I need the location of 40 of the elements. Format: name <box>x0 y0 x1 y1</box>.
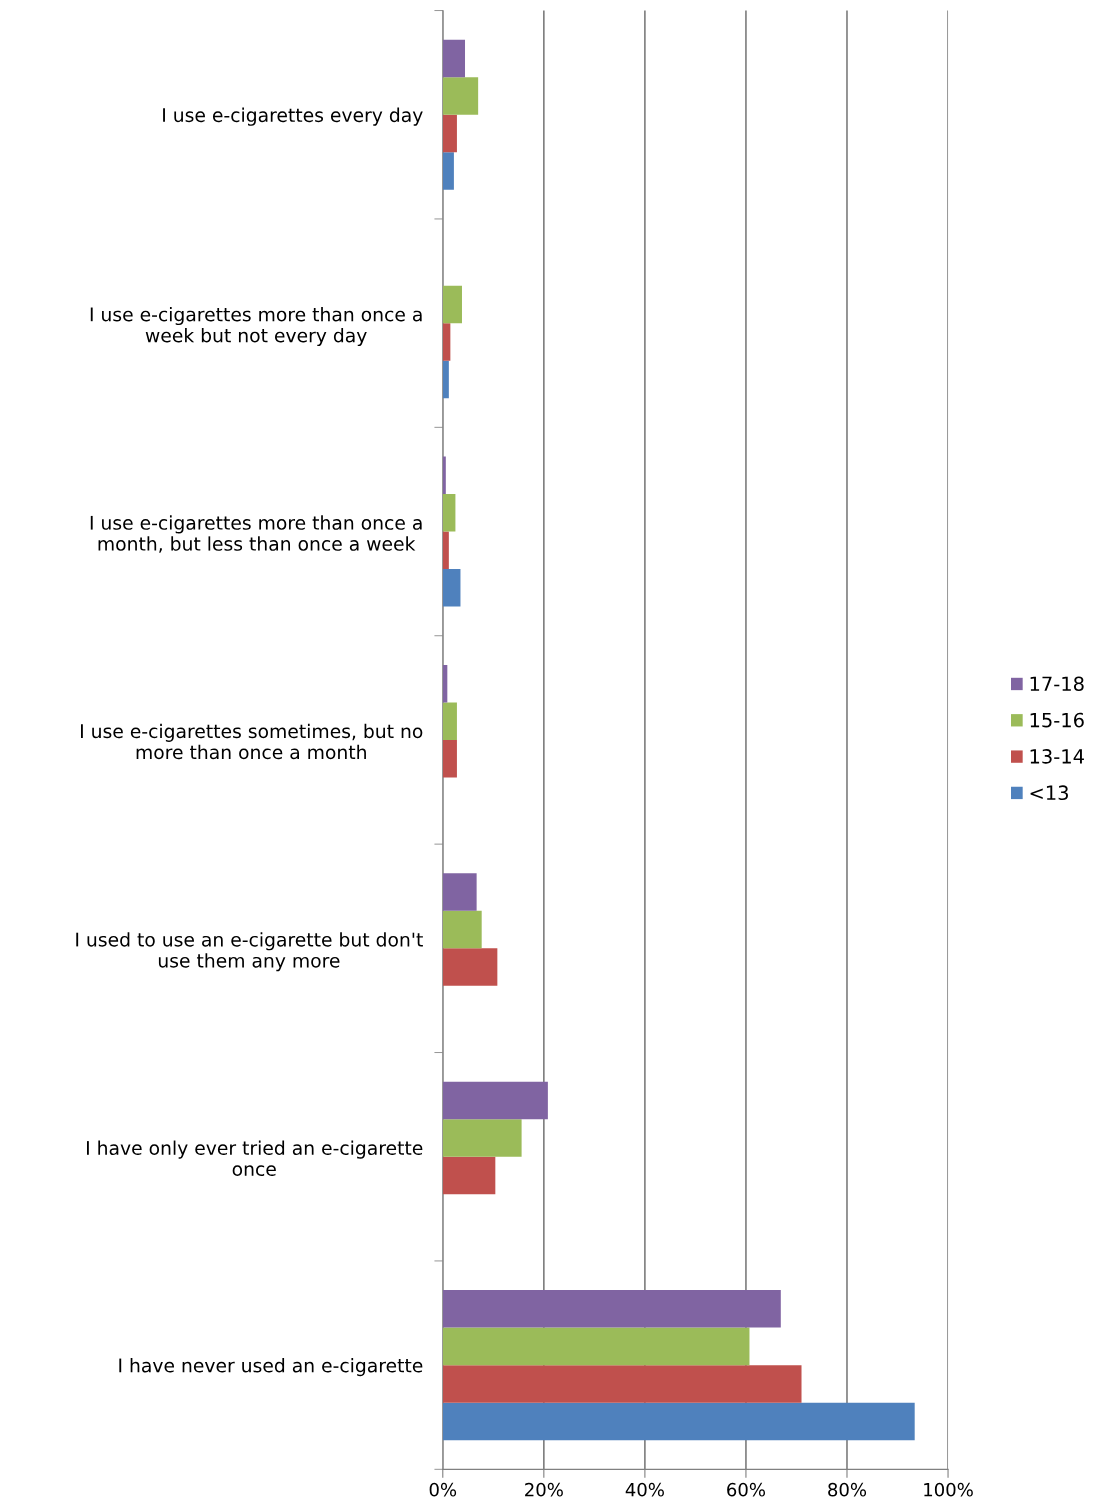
bar <box>442 456 446 495</box>
y-tick-label: I use e-cigarettes sometimes, but no more than once a month <box>81 723 423 760</box>
x-tick-label: 0% <box>429 1482 457 1497</box>
bar <box>442 873 477 911</box>
legend-label: 17-18 <box>1030 676 1084 692</box>
bar <box>442 360 449 399</box>
bar <box>442 910 482 949</box>
bar <box>442 285 462 324</box>
bar <box>442 1327 750 1366</box>
bar <box>442 1290 781 1328</box>
y-tick-label: I have only ever tried an e-cigarette once <box>86 1140 423 1177</box>
bar <box>442 77 479 115</box>
legend-label: 13-14 <box>1030 749 1084 764</box>
y-tick-label: I use e-cigarettes more than once a week but not every day <box>90 306 422 347</box>
bar <box>442 323 451 361</box>
bar <box>442 1402 915 1441</box>
bar <box>442 114 457 153</box>
y-tick-label: I have never used an e-cigarette <box>119 1358 423 1377</box>
bar <box>442 1365 802 1403</box>
bar <box>442 569 461 607</box>
x-tick-label: 20% <box>525 1482 563 1497</box>
bar <box>442 739 457 778</box>
x-tick-label: 60% <box>727 1482 766 1497</box>
bar <box>442 39 466 78</box>
legend-label: <13 <box>1030 785 1068 801</box>
y-tick-label: I use e-cigarettes every day <box>163 107 423 126</box>
bar <box>442 1081 548 1120</box>
bar <box>442 702 457 740</box>
bar <box>442 1119 522 1157</box>
y-tick-label: I used to use an e-cigarette but don't use them any more <box>76 932 423 972</box>
y-tick-label: I use e-cigarettes more than once a month, but less than once a week <box>90 515 422 553</box>
bar <box>442 494 456 532</box>
x-tick-label: 100% <box>924 1482 973 1497</box>
bar <box>442 948 498 986</box>
x-tick-label: 40% <box>625 1482 664 1497</box>
bar <box>442 152 454 190</box>
bar <box>442 1156 496 1195</box>
x-tick-label: 80% <box>828 1482 867 1497</box>
legend-label: 15-16 <box>1030 712 1084 728</box>
bar <box>442 531 449 570</box>
